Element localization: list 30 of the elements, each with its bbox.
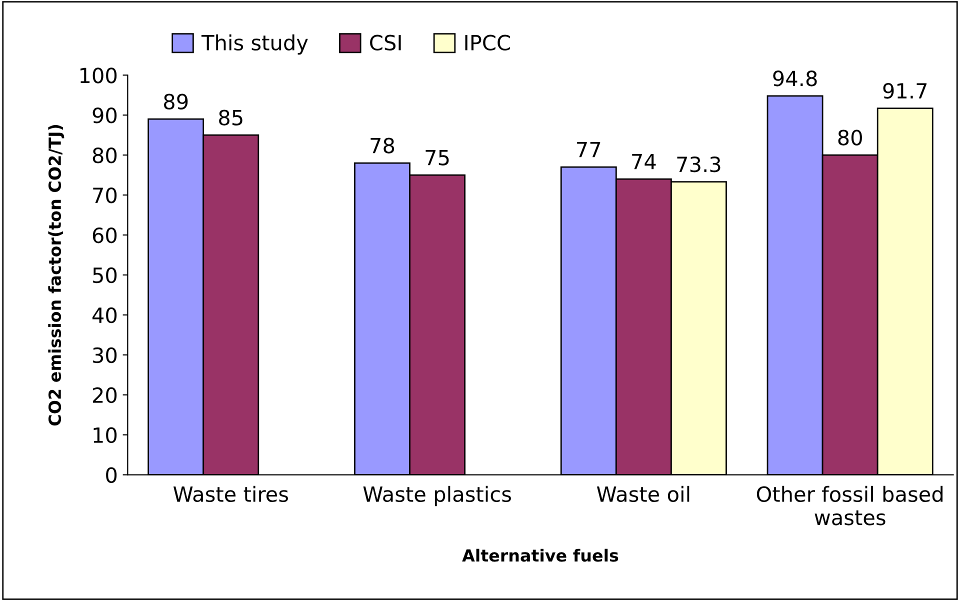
x-tick-label: Other fossil based wastes: [756, 486, 943, 526]
data-label: 78: [370, 138, 394, 154]
y-tick-label: 100: [80, 68, 117, 84]
data-label: 74: [632, 154, 656, 170]
x-axis-title: Alternative fuels: [462, 548, 618, 562]
y-tick-label: 30: [93, 347, 117, 364]
y-tick-label: 80: [92, 148, 117, 164]
legend-label: This study: [201, 34, 308, 55]
data-label: 75: [426, 150, 449, 166]
data-label: 89: [164, 94, 188, 110]
data-label: 85: [219, 110, 242, 126]
data-label: 73.3: [677, 156, 720, 172]
y-tick-label: 90: [92, 108, 117, 124]
y-tick-label: 70: [93, 187, 117, 204]
data-label: 94.8: [773, 70, 817, 86]
x-tick-label: Waste tires: [173, 486, 288, 502]
y-tick-label: 50: [93, 267, 117, 284]
legend-label: CSI: [370, 34, 401, 51]
y-tick-label: 0: [106, 467, 117, 483]
data-label: 80: [838, 130, 862, 146]
data-label: 91.7: [883, 82, 927, 99]
y-tick-label: 60: [92, 227, 117, 244]
y-tick-label: 20: [92, 387, 117, 404]
x-tick-label: Waste plastics: [363, 486, 511, 506]
y-tick-label: 40: [92, 307, 117, 324]
y-tick-label: 10: [94, 427, 117, 444]
data-label: 77: [577, 142, 600, 158]
legend-label: IPCC: [465, 34, 510, 51]
x-tick-label: Waste oil: [596, 486, 690, 502]
y-axis-title: CO2 emission factor(ton CO2/TJ): [48, 124, 64, 426]
